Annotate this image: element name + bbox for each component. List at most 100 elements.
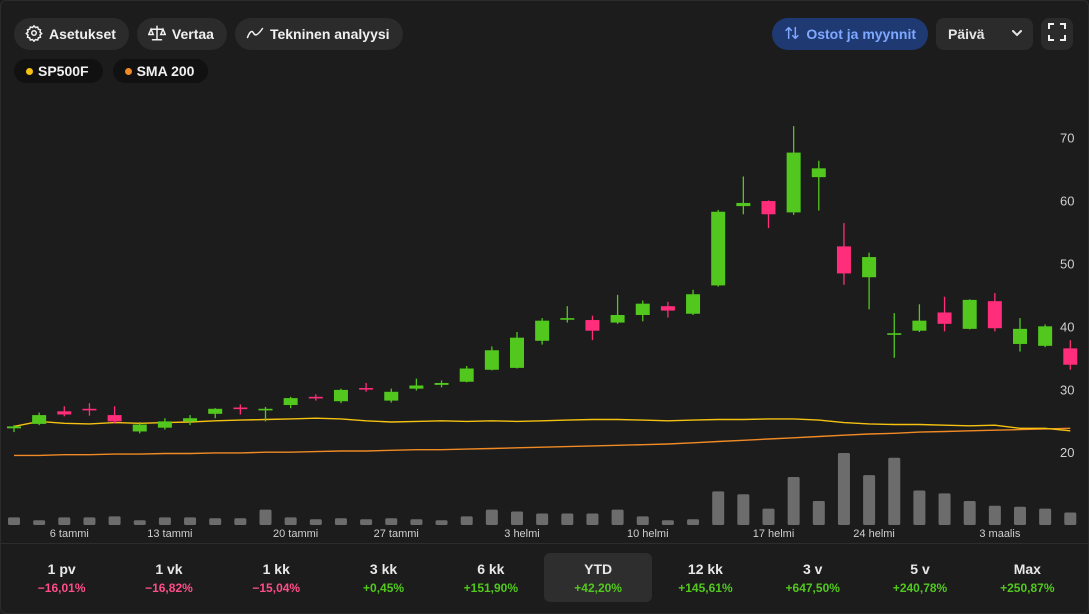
sma-line [14,427,1071,457]
candle-up [962,299,977,329]
period-max[interactable]: Max +250,87% [974,553,1081,602]
compare-button[interactable]: Vertaa [136,18,227,50]
series-color-dot [124,67,132,75]
legend-label: SP500F [38,63,89,79]
candle-down [1063,348,1078,365]
period-ytd[interactable]: YTD +42,20% [544,553,652,602]
period-3-kk[interactable]: 3 kk +0,45% [330,553,437,602]
period-label: 3 kk [369,560,398,577]
compare-label: Vertaa [171,26,214,42]
x-tick-label: 13 tammi [147,528,192,540]
period-3-v[interactable]: 3 v +647,50% [759,553,866,602]
volume-bar [511,511,523,525]
volume-bar [913,490,926,525]
period-change: +151,90% [463,580,519,595]
candle-up [459,368,474,382]
y-tick-label: 70 [1060,130,1074,145]
candle-up [510,337,524,368]
candle-down [987,301,1002,329]
volume-bar [561,513,574,525]
volume-bar [762,508,775,525]
volume-bar [234,518,247,525]
candle-up [1038,326,1053,346]
volume-bar [863,475,876,525]
y-tick-label: 30 [1060,382,1074,397]
candle-down [359,388,374,390]
swap-arrows-icon [784,25,800,44]
candle-down [937,312,952,324]
x-tick-label: 6 tammi [50,528,89,540]
candle-up [283,398,298,406]
price-chart[interactable]: 70 60 50 40 30 20 6 tammi 13 tammi 20 tammi 27 t… [0,90,1089,542]
period-change: −16,82% [145,580,193,595]
volume-bar [687,519,700,525]
candle-up [484,350,499,370]
candle-up [736,202,751,207]
volume-bar [284,517,297,525]
gear-icon [25,24,43,45]
candle-down [233,407,248,410]
volume-bar [1014,506,1026,525]
volume-bar [787,477,800,525]
period-6-kk[interactable]: 6 kk +151,90% [437,553,544,602]
volume-bar [1039,508,1052,525]
technical-analysis-button[interactable]: Tekninen analyysi [234,18,403,50]
period-1-kk[interactable]: 1 kk −15,04% [223,553,330,602]
legend-item-sp500f[interactable]: SP500F [14,59,103,83]
candle-up [686,294,701,314]
fullscreen-button[interactable] [1041,18,1073,50]
chevron-down-icon [1011,26,1023,42]
volume-bar [133,520,146,525]
sma-200-series [14,427,1071,457]
volume-bar [334,518,347,525]
x-tick-label: 3 helmi [504,528,539,540]
x-tick-label: 24 helmi [853,528,895,540]
interval-select[interactable]: Päivä [936,18,1033,50]
candle-down [82,408,97,411]
legend-item-sma200[interactable]: SMA 200 [112,59,209,83]
volume-bar [812,501,825,525]
volume-bar [8,517,20,525]
period-change: +145,61% [678,580,733,595]
sp500f-series [13,417,1071,432]
candle-up [635,303,650,315]
period-selector: 1 pv −16,01% 1 vk −16,82% 1 kk −15,04% 3 kk +0,… [0,543,1089,614]
candle-up [434,382,449,385]
volume-bar [837,453,850,525]
settings-button[interactable]: Asetukset [14,18,129,50]
period-change: +0,45% [363,580,405,595]
candle-down [107,415,122,422]
period-12-kk[interactable]: 12 kk +145,61% [652,553,759,602]
candle-up [560,318,575,320]
period-5-v[interactable]: 5 v +240,78% [866,553,973,602]
candle-down [660,306,675,311]
period-1-pv[interactable]: 1 pv −16,01% [8,553,115,602]
period-change: +42,20% [574,580,622,595]
x-tick-label: 17 helmi [753,528,795,540]
trades-button[interactable]: Ostot ja myynnit [772,18,928,50]
period-label: Max [1013,560,1041,577]
candle-up [258,408,273,411]
volume-bar [209,518,222,525]
period-label: 1 kk [262,560,290,577]
settings-label: Asetukset [49,26,116,42]
volume-bar [661,520,674,525]
volume-bar [435,520,448,525]
volume-bar [611,509,624,525]
period-label: 6 kk [477,560,505,577]
y-tick-label: 60 [1060,193,1074,208]
volume-bar [58,517,71,525]
period-label: YTD [584,560,613,577]
candle-up [183,418,198,422]
period-change: +240,78% [892,580,948,595]
candles [7,126,1078,434]
x-tick-label: 10 helmi [627,528,669,540]
chart-toolbar: Asetukset Vertaa Tekninen analyysi [14,18,403,50]
candle-down [308,396,323,399]
candle-up [208,408,223,414]
period-1-vk[interactable]: 1 vk −16,82% [115,553,222,602]
interval-value: Päivä [948,26,985,42]
period-change: +250,87% [1000,580,1055,595]
legend-label: SMA 200 [136,63,195,79]
